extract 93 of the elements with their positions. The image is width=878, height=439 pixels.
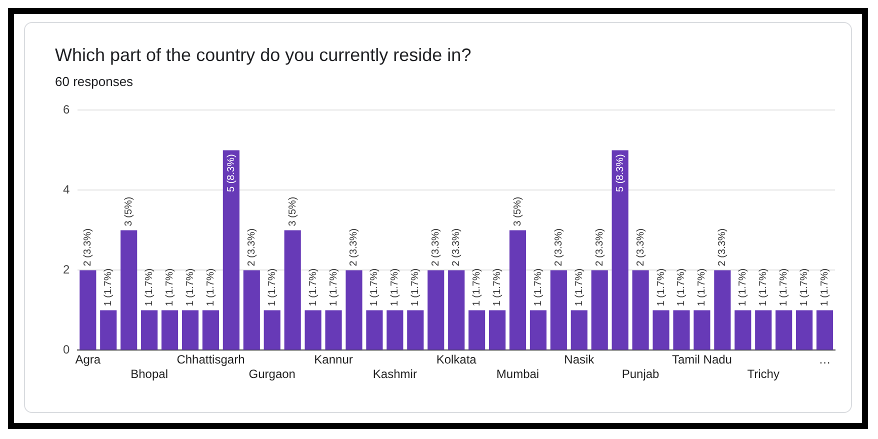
bar xyxy=(386,310,404,350)
data-label: 1 (1.7%) xyxy=(820,268,831,306)
bar xyxy=(734,310,752,350)
x-tick-label: Punjab xyxy=(622,367,660,382)
y-tick-label: 4 xyxy=(62,182,70,197)
x-tick-label: Kashmir xyxy=(372,367,417,382)
x-tick-label: Gurgaon xyxy=(248,367,296,382)
bar xyxy=(509,230,526,350)
bar xyxy=(816,310,834,350)
data-label: 3 (5%) xyxy=(512,196,524,226)
data-label: 3 (5%) xyxy=(124,196,135,226)
data-label: 1 (1.7%) xyxy=(369,268,380,306)
x-tick-label: … xyxy=(818,352,831,367)
bar xyxy=(407,310,424,350)
bar xyxy=(714,270,731,350)
data-label: 1 (1.7%) xyxy=(410,268,422,306)
bar xyxy=(161,310,178,350)
x-tick-label: Chhattisgarh xyxy=(176,352,245,367)
data-label: 1 (1.7%) xyxy=(799,268,810,306)
data-label: 1 (1.7%) xyxy=(676,268,688,306)
bar xyxy=(243,270,260,350)
chart-subtitle: 60 responses xyxy=(55,74,134,89)
x-tick-label: Kolkata xyxy=(436,352,477,367)
bar xyxy=(448,270,465,350)
data-label: 1 (1.7%) xyxy=(472,268,483,306)
data-label: 1 (1.7%) xyxy=(164,268,176,306)
y-tick-label: 6 xyxy=(62,102,70,117)
data-label: 2 (3.3%) xyxy=(246,228,258,266)
x-tick-label: Kannur xyxy=(314,352,353,367)
x-tick-label: Tamil Nadu xyxy=(672,352,732,367)
data-label: 2 (3.3%) xyxy=(717,228,728,266)
bar xyxy=(264,310,280,350)
data-label: 1 (1.7%) xyxy=(205,268,216,306)
bar xyxy=(366,310,383,350)
data-label: 5 (8.3%) xyxy=(226,154,237,192)
bar xyxy=(304,310,322,350)
data-label: 2 (3.3%) xyxy=(348,228,360,266)
data-label: 1 (1.7%) xyxy=(266,268,278,306)
data-label: 3 (5%) xyxy=(287,196,298,226)
data-label: 1 (1.7%) xyxy=(574,268,585,306)
bar xyxy=(100,310,117,350)
x-tick-label: Agra xyxy=(75,352,101,367)
bar xyxy=(222,150,240,350)
bar xyxy=(755,310,772,350)
bar xyxy=(488,310,506,350)
bar xyxy=(325,310,342,350)
y-tick-label: 2 xyxy=(62,262,70,277)
data-label: 5 (8.3%) xyxy=(614,154,626,192)
bar xyxy=(346,270,362,350)
bar xyxy=(591,270,608,350)
bar xyxy=(796,310,813,350)
bar xyxy=(284,230,301,350)
bar xyxy=(182,310,199,350)
bar xyxy=(202,310,220,350)
bar xyxy=(468,310,486,350)
data-label: 2 (3.3%) xyxy=(594,228,606,266)
x-tick-label: Mumbai xyxy=(496,367,540,382)
x-tick-label: Trichy xyxy=(747,367,780,382)
data-label: 2 (3.3%) xyxy=(451,228,462,266)
bar xyxy=(694,310,710,350)
data-label: 1 (1.7%) xyxy=(532,268,544,306)
y-tick-label: 0 xyxy=(62,342,70,357)
data-label: 1 (1.7%) xyxy=(308,268,319,306)
data-label: 1 (1.7%) xyxy=(778,268,790,306)
bar xyxy=(428,270,444,350)
data-label: 1 (1.7%) xyxy=(103,268,114,306)
bar xyxy=(120,230,138,350)
bar xyxy=(612,150,628,350)
bar xyxy=(632,270,649,350)
data-label: 2 (3.3%) xyxy=(635,228,646,266)
bar xyxy=(530,310,546,350)
data-label: 2 (3.3%) xyxy=(82,228,94,266)
bar xyxy=(652,310,670,350)
bar xyxy=(776,310,792,350)
data-label: 1 (1.7%) xyxy=(492,268,504,306)
bar xyxy=(570,310,588,350)
data-label: 1 (1.7%) xyxy=(738,268,749,306)
data-label: 2 (3.3%) xyxy=(430,228,442,266)
chart-title: Which part of the country do you currently reside in? xyxy=(55,44,472,66)
data-label: 1 (1.7%) xyxy=(656,268,667,306)
bar xyxy=(673,310,690,350)
bar xyxy=(141,310,158,350)
x-tick-label: Bhopal xyxy=(130,367,168,382)
bar xyxy=(550,270,567,350)
bar xyxy=(80,270,96,350)
x-tick-label: Nasik xyxy=(564,352,596,367)
data-label: 1 (1.7%) xyxy=(390,268,401,306)
data-label: 2 (3.3%) xyxy=(553,228,564,266)
data-label: 1 (1.7%) xyxy=(328,268,340,306)
data-label: 1 (1.7%) xyxy=(185,268,196,306)
data-label: 1 (1.7%) xyxy=(758,268,770,306)
data-label: 1 (1.7%) xyxy=(144,268,156,306)
data-label: 1 (1.7%) xyxy=(696,268,708,306)
